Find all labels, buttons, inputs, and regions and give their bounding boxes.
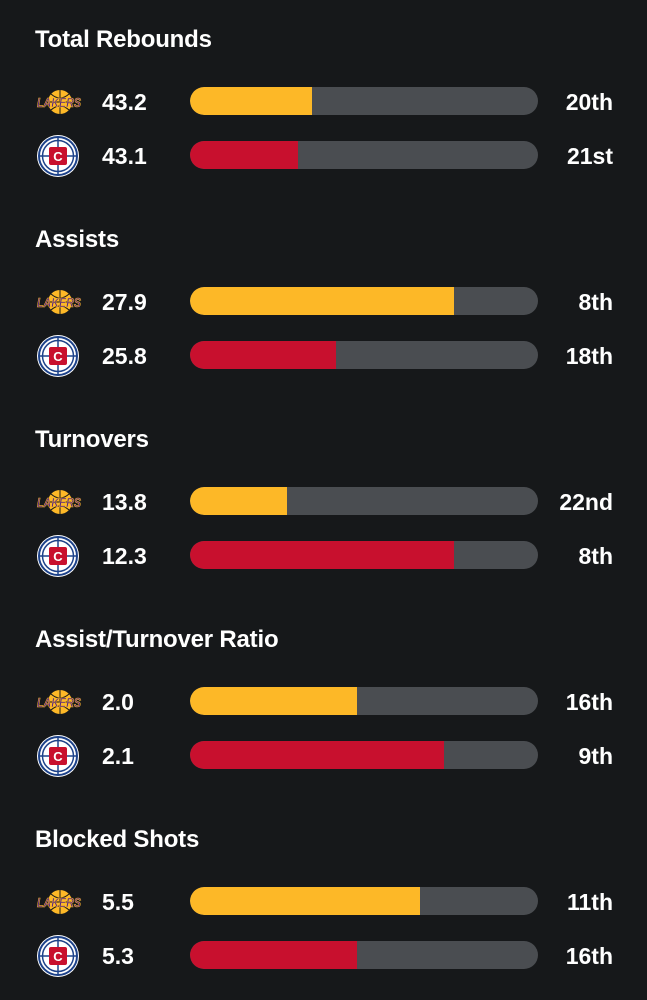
stat-rank: 22nd (559, 489, 613, 515)
stat-rank: 20th (565, 89, 613, 115)
svg-text:LAKERS: LAKERS (37, 695, 81, 710)
svg-text:C: C (53, 749, 63, 764)
bar-track (190, 287, 538, 315)
svg-text:LAKERS: LAKERS (37, 495, 81, 510)
stat-row-clippers: C 43.1 21st (0, 134, 647, 178)
stat-rank: 16th (565, 943, 613, 969)
stat-value: 27.9 (102, 289, 147, 315)
bar-fill (190, 287, 455, 315)
lakers-logo-icon: LAKERS (34, 280, 82, 324)
bar-fill (190, 141, 298, 169)
section-title: Turnovers (35, 426, 149, 453)
bar-track (190, 941, 538, 969)
clippers-logo-icon: C (34, 734, 82, 778)
clippers-logo-icon: C (34, 534, 82, 578)
stat-value: 5.3 (102, 943, 134, 969)
stat-section-assist-turnover-ratio: Assist/Turnover Ratio LAKERS 2.0 16th C … (0, 600, 647, 800)
stat-row-lakers: LAKERS 27.9 8th (0, 280, 647, 324)
stat-value: 2.1 (102, 743, 134, 769)
stat-row-lakers: LAKERS 2.0 16th (0, 680, 647, 724)
bar-track (190, 741, 538, 769)
svg-text:C: C (53, 349, 63, 364)
bar-fill (190, 487, 288, 515)
bar-track (190, 341, 538, 369)
stat-rank: 18th (565, 343, 613, 369)
stat-row-clippers: C 2.1 9th (0, 734, 647, 778)
stat-rank: 16th (565, 689, 613, 715)
stat-section-blocked-shots: Blocked Shots LAKERS 5.5 11th C 5.3 16th (0, 800, 647, 1000)
svg-text:C: C (53, 149, 63, 164)
section-title: Total Rebounds (35, 26, 212, 53)
bar-fill (190, 541, 455, 569)
stat-section-total-rebounds: Total Rebounds LAKERS 43.2 20th C 43.1 2… (0, 0, 647, 200)
stat-rank: 8th (578, 543, 614, 569)
bar-track (190, 887, 538, 915)
stat-row-lakers: LAKERS 13.8 22nd (0, 480, 647, 524)
svg-text:C: C (53, 549, 63, 564)
clippers-logo-icon: C (34, 934, 82, 978)
bar-fill (190, 341, 337, 369)
bar-fill (190, 87, 312, 115)
bar-fill (190, 741, 445, 769)
svg-text:LAKERS: LAKERS (37, 295, 81, 310)
svg-text:LAKERS: LAKERS (37, 95, 81, 110)
stat-row-clippers: C 5.3 16th (0, 934, 647, 978)
clippers-logo-icon: C (34, 334, 82, 378)
stat-value: 43.2 (102, 89, 147, 115)
svg-text:LAKERS: LAKERS (37, 895, 81, 910)
lakers-logo-icon: LAKERS (34, 680, 82, 724)
svg-text:C: C (53, 949, 63, 964)
bar-track (190, 541, 538, 569)
lakers-logo-icon: LAKERS (34, 480, 82, 524)
stat-section-assists: Assists LAKERS 27.9 8th C 25.8 18th (0, 200, 647, 400)
section-title: Assists (35, 226, 119, 253)
bar-track (190, 87, 538, 115)
stat-value: 5.5 (102, 889, 134, 915)
section-title: Blocked Shots (35, 826, 200, 853)
lakers-logo-icon: LAKERS (34, 80, 82, 124)
stat-rank: 21st (566, 143, 613, 169)
stat-row-clippers: C 25.8 18th (0, 334, 647, 378)
stat-row-lakers: LAKERS 5.5 11th (0, 880, 647, 924)
bar-track (190, 487, 538, 515)
bar-track (190, 687, 538, 715)
stat-value: 13.8 (102, 489, 147, 515)
bar-track (190, 141, 538, 169)
stat-value: 25.8 (102, 343, 147, 369)
stat-section-turnovers: Turnovers LAKERS 13.8 22nd C 12.3 8th (0, 400, 647, 600)
bar-fill (190, 941, 358, 969)
section-title: Assist/Turnover Ratio (35, 626, 279, 653)
stat-value: 2.0 (102, 689, 134, 715)
stat-value: 43.1 (102, 143, 147, 169)
stat-row-clippers: C 12.3 8th (0, 534, 647, 578)
stat-row-lakers: LAKERS 43.2 20th (0, 80, 647, 124)
stat-rank: 11th (566, 889, 613, 915)
bar-fill (190, 687, 358, 715)
stat-rank: 8th (578, 289, 614, 315)
stat-rank: 9th (578, 743, 614, 769)
stat-value: 12.3 (102, 543, 147, 569)
clippers-logo-icon: C (34, 134, 82, 178)
lakers-logo-icon: LAKERS (34, 880, 82, 924)
bar-fill (190, 887, 420, 915)
